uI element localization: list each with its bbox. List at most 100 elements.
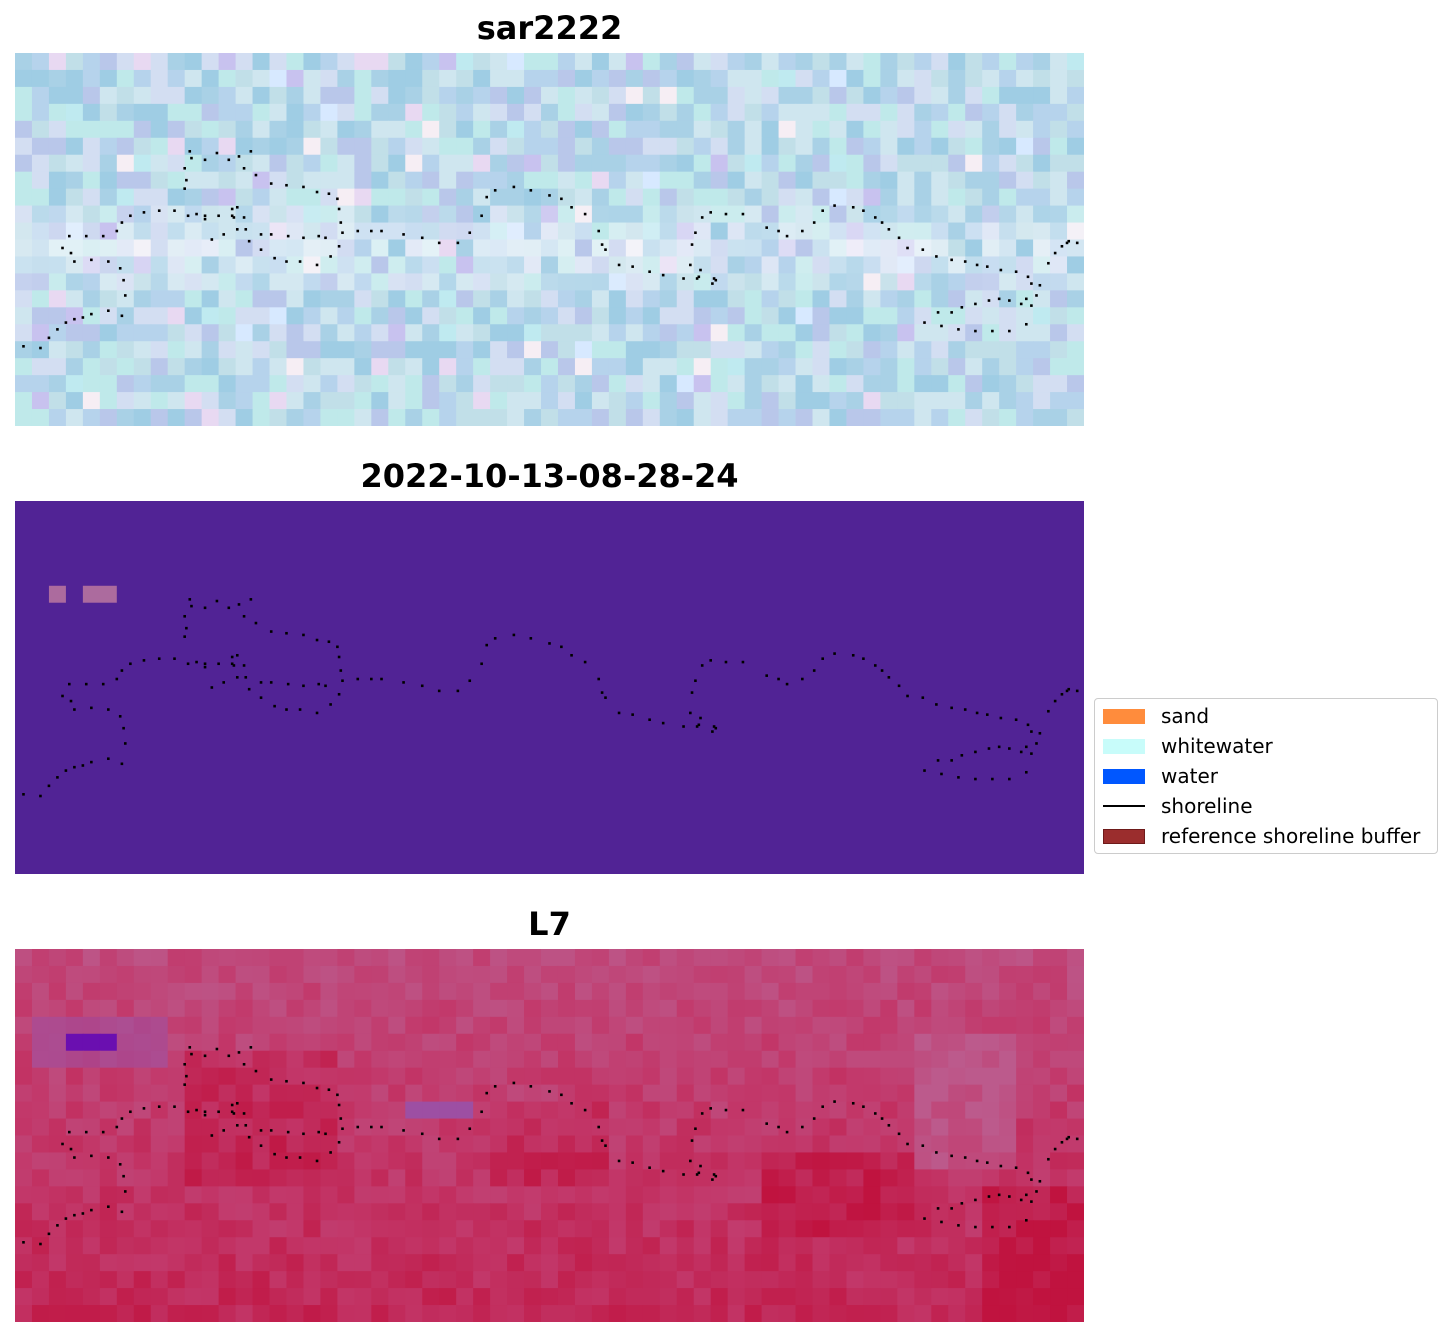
shoreline-point: [957, 328, 960, 331]
sar-pixel: [218, 341, 237, 359]
l7-pixel: [778, 1237, 797, 1255]
sar-pixel: [659, 324, 678, 342]
l7-pixel: [388, 1135, 406, 1154]
sar-pixel: [642, 188, 661, 207]
l7-pixel: [524, 1101, 542, 1120]
sar-pixel: [999, 53, 1017, 71]
shoreline-point: [107, 757, 110, 761]
shoreline-point: [583, 660, 587, 664]
l7-pixel: [116, 949, 135, 967]
sar-pixel: [574, 341, 593, 359]
sar-pixel: [184, 154, 203, 173]
l7-pixel: [252, 1305, 271, 1322]
sar-pixel: [388, 239, 406, 258]
l7-pixel: [388, 1016, 406, 1035]
sar-pixel: [82, 222, 101, 241]
shoreline-point: [1014, 1166, 1018, 1170]
sar-pixel: [812, 273, 831, 291]
l7-pixel: [269, 949, 288, 967]
l7-pixel: [116, 1016, 135, 1035]
shoreline-point: [1008, 1225, 1011, 1229]
l7-pixel: [880, 982, 898, 1001]
sar-pixel: [591, 375, 610, 393]
l7-pixel: [965, 1186, 983, 1204]
sar-pixel: [693, 409, 712, 426]
sar-pixel: [541, 239, 559, 258]
l7-pixel: [999, 1050, 1017, 1069]
l7-pixel: [31, 1288, 50, 1306]
sar-pixel: [184, 86, 203, 105]
l7-pixel: [1016, 1271, 1034, 1289]
sar-pixel: [354, 324, 372, 342]
sar-pixel: [1050, 273, 1068, 291]
sar-pixel: [490, 341, 508, 359]
l7-pixel: [48, 1101, 67, 1120]
shoreline-point: [906, 1142, 909, 1146]
l7-pixel: [354, 1152, 372, 1170]
l7-pixel: [150, 982, 169, 1001]
sar-pixel: [371, 341, 389, 359]
l7-pixel: [473, 1118, 491, 1137]
sar-pixel: [201, 188, 220, 207]
sar-pixel: [1067, 120, 1084, 139]
sar-pixel: [320, 392, 338, 410]
sar-pixel: [676, 324, 695, 342]
l7-pixel: [99, 1288, 118, 1306]
shoreline-point: [327, 1088, 331, 1092]
legend-item-water: water: [1095, 765, 1437, 787]
l7-pixel: [167, 1050, 186, 1069]
shoreline-point: [61, 1142, 64, 1146]
sar-pixel: [524, 307, 542, 325]
sar-pixel: [150, 69, 169, 88]
sar-pixel: [133, 341, 152, 359]
sar-pixel: [201, 256, 220, 274]
shoreline-point: [120, 221, 124, 224]
shoreline-point: [560, 197, 563, 201]
l7-pixel: [557, 949, 576, 967]
shoreline-point: [285, 1079, 288, 1083]
l7-pixel: [846, 1220, 865, 1238]
shoreline-point: [1065, 241, 1069, 245]
l7-pixel: [1050, 1305, 1068, 1322]
sar-pixel: [659, 205, 678, 224]
shoreline-point: [73, 260, 76, 263]
shoreline-point: [777, 229, 780, 233]
l7-pixel: [15, 1152, 33, 1170]
l7-pixel: [337, 965, 355, 984]
l7-pixel: [965, 1135, 983, 1154]
l7-pixel: [65, 1186, 84, 1204]
l7-pixel: [693, 1169, 712, 1187]
l7-pixel: [456, 1050, 474, 1069]
l7-pixel: [778, 1271, 797, 1289]
l7-pixel: [948, 1169, 966, 1187]
sar-pixel: [320, 188, 338, 207]
l7-pixel: [710, 949, 729, 967]
sar-pixel: [490, 256, 508, 274]
shoreline-point: [468, 1127, 472, 1131]
l7-pixel: [337, 1033, 355, 1052]
l7-pixel: [761, 1288, 780, 1306]
shoreline-point: [129, 1110, 132, 1114]
sar-pixel: [744, 154, 763, 173]
sar-pixel: [116, 256, 135, 274]
l7-pixel: [591, 1016, 610, 1035]
l7-pixel: [541, 1152, 559, 1170]
l7-pixel: [184, 999, 203, 1018]
legend-line-shoreline: [1103, 805, 1145, 807]
l7-pixel: [625, 949, 644, 967]
shoreline-point: [249, 598, 253, 601]
l7-pixel: [557, 965, 576, 984]
shoreline-point: [254, 1069, 258, 1073]
l7-pixel: [31, 1084, 50, 1103]
sar-pixel: [999, 358, 1017, 376]
shoreline-point: [56, 1224, 59, 1227]
sar-pixel: [880, 324, 898, 342]
shoreline-point: [186, 662, 190, 666]
sar-pixel: [473, 273, 491, 291]
sar-pixel: [184, 239, 203, 258]
shoreline-point: [1025, 745, 1028, 749]
sar-pixel: [659, 341, 678, 359]
l7-pixel: [201, 1186, 220, 1204]
l7-pixel: [48, 1203, 67, 1221]
l7-pixel: [235, 1254, 254, 1272]
